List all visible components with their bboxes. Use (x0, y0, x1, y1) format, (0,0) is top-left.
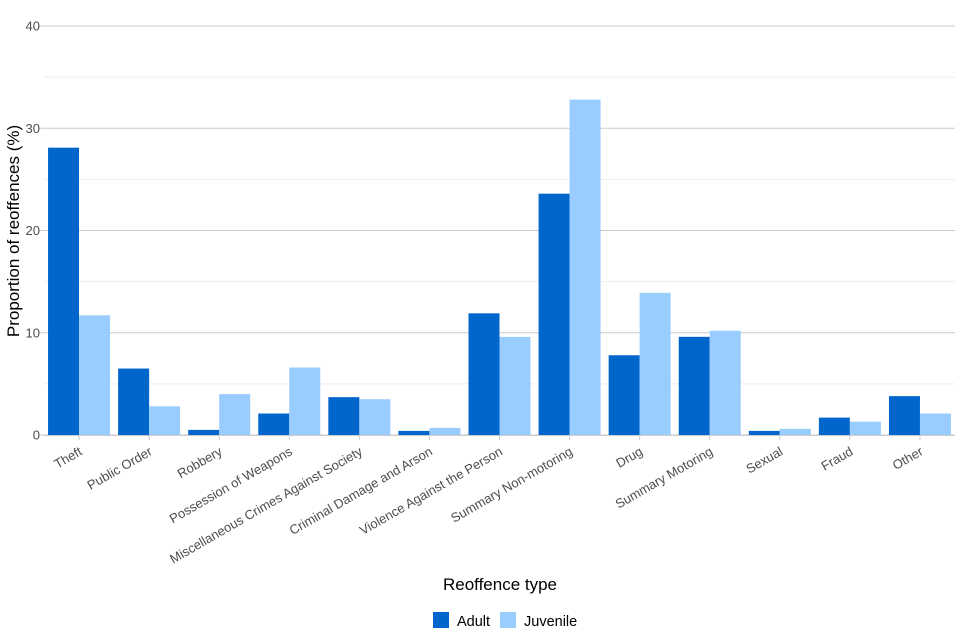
bar-adult (188, 429, 220, 435)
bar-juvenile (639, 292, 671, 435)
x-tick-label: Possession of Weapons (167, 443, 296, 526)
bar-juvenile (919, 413, 951, 435)
bars (48, 99, 951, 436)
x-axis-title: Reoffence type (443, 575, 557, 594)
bar-adult (328, 397, 360, 435)
y-tick-label: 20 (26, 223, 40, 238)
y-tick-label: 40 (26, 19, 40, 34)
bar-juvenile (569, 99, 601, 436)
bar-adult (818, 417, 850, 435)
x-tick-label: Theft (51, 443, 84, 471)
bar-juvenile (429, 427, 461, 435)
y-tick-label: 0 (33, 428, 40, 443)
bar-adult (538, 193, 570, 435)
x-tick-label: Other (890, 443, 926, 473)
bar-juvenile (289, 367, 321, 435)
bar-juvenile (779, 428, 811, 435)
bar-adult (608, 355, 640, 435)
grid-lines (39, 25, 955, 436)
y-tick-label: 10 (26, 325, 40, 340)
legend-label-juvenile: Juvenile (524, 614, 577, 630)
x-tick-label: Sexual (743, 444, 785, 477)
bar-adult (888, 396, 920, 435)
y-axis-ticks: 0 10 20 30 40 (26, 19, 40, 443)
bar-juvenile (709, 330, 741, 435)
x-tick-label: Drug (613, 444, 645, 471)
legend-swatch-juvenile (500, 612, 516, 628)
bar-juvenile (499, 336, 531, 435)
bar-adult (398, 430, 430, 435)
bar-adult (48, 147, 80, 436)
bar-adult (678, 336, 710, 435)
bar-juvenile (359, 399, 391, 435)
y-tick-label: 30 (26, 121, 40, 136)
legend-swatch-adult (433, 612, 449, 628)
x-tick-label: Public Order (85, 443, 156, 492)
x-tick-label: Robbery (175, 443, 225, 481)
bar-adult (118, 368, 150, 435)
bar-juvenile (79, 315, 111, 435)
bar-juvenile (149, 406, 181, 435)
bar-adult (748, 430, 780, 435)
y-axis-title: Proportion of reoffences (%) (4, 125, 23, 337)
bar-juvenile (219, 394, 251, 435)
bar-adult (468, 313, 500, 435)
legend-label-adult: Adult (457, 614, 490, 630)
legend: Adult Juvenile (433, 612, 577, 630)
bar-adult (258, 413, 290, 435)
x-tick-label: Summary Non-motoring (448, 444, 575, 526)
bar-juvenile (849, 421, 881, 435)
x-tick-label: Fraud (818, 444, 855, 474)
